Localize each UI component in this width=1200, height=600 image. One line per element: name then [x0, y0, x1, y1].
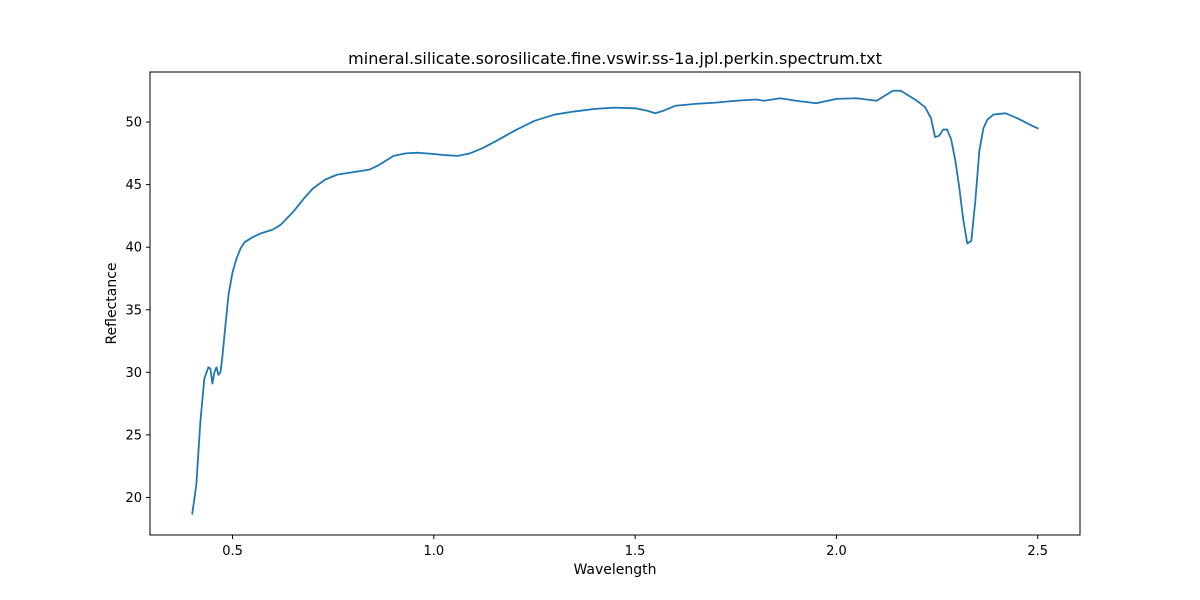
y-tick-label: 30	[125, 366, 142, 381]
y-tick-label: 35	[125, 303, 142, 318]
y-axis-label: Reflectance	[104, 262, 120, 344]
x-tick-label: 1.0	[423, 544, 444, 559]
y-tick-label: 25	[125, 428, 142, 443]
plot-frame	[149, 71, 1081, 536]
chart-title: mineral.silicate.sorosilicate.fine.vswir…	[348, 49, 882, 68]
x-axis-label: Wavelength	[573, 562, 656, 578]
spectrum-line	[191, 89, 1039, 515]
y-tick-label: 20	[125, 491, 142, 506]
y-tick-label: 40	[125, 241, 142, 256]
x-tick-label: 2.5	[1027, 544, 1048, 559]
y-axis-ticks: 20 25 30 35 40 45 50	[125, 116, 150, 506]
x-axis-ticks: 0.5 1.0 1.5 2.0 2.5	[222, 535, 1048, 559]
x-tick-label: 1.5	[625, 544, 646, 559]
x-tick-label: 0.5	[222, 544, 243, 559]
y-tick-label: 50	[125, 116, 142, 131]
y-tick-label: 45	[125, 178, 142, 193]
x-tick-label: 2.0	[826, 544, 847, 559]
